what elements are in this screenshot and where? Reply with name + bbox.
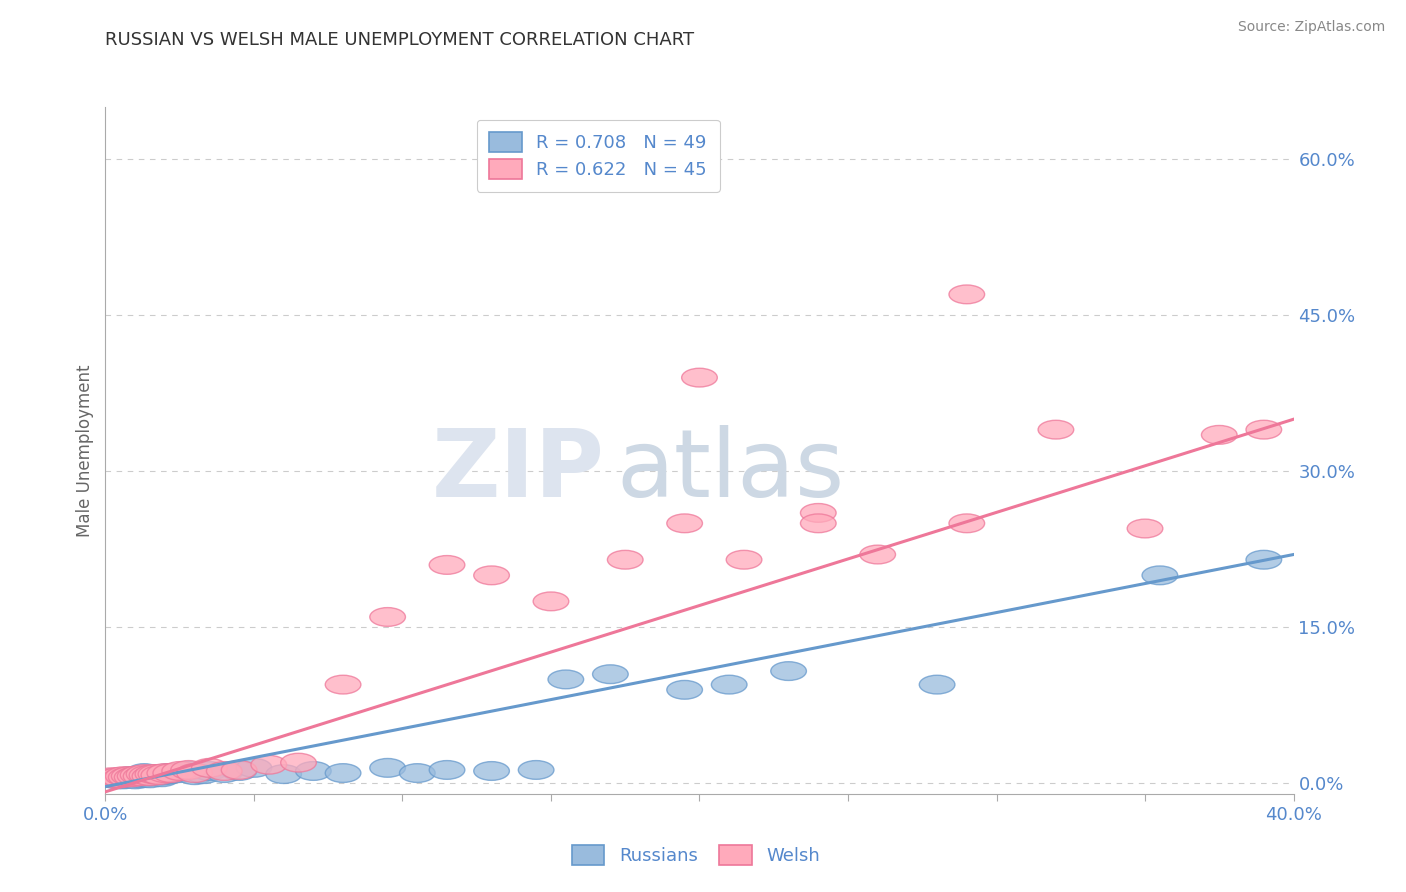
Text: ZIP: ZIP (432, 425, 605, 517)
Y-axis label: Male Unemployment: Male Unemployment (76, 364, 94, 537)
Legend: Russians, Welsh: Russians, Welsh (561, 834, 831, 876)
Text: atlas: atlas (616, 425, 845, 517)
Text: Source: ZipAtlas.com: Source: ZipAtlas.com (1237, 20, 1385, 34)
Text: RUSSIAN VS WELSH MALE UNEMPLOYMENT CORRELATION CHART: RUSSIAN VS WELSH MALE UNEMPLOYMENT CORRE… (105, 31, 695, 49)
Legend: R = 0.708   N = 49, R = 0.622   N = 45: R = 0.708 N = 49, R = 0.622 N = 45 (477, 120, 720, 192)
